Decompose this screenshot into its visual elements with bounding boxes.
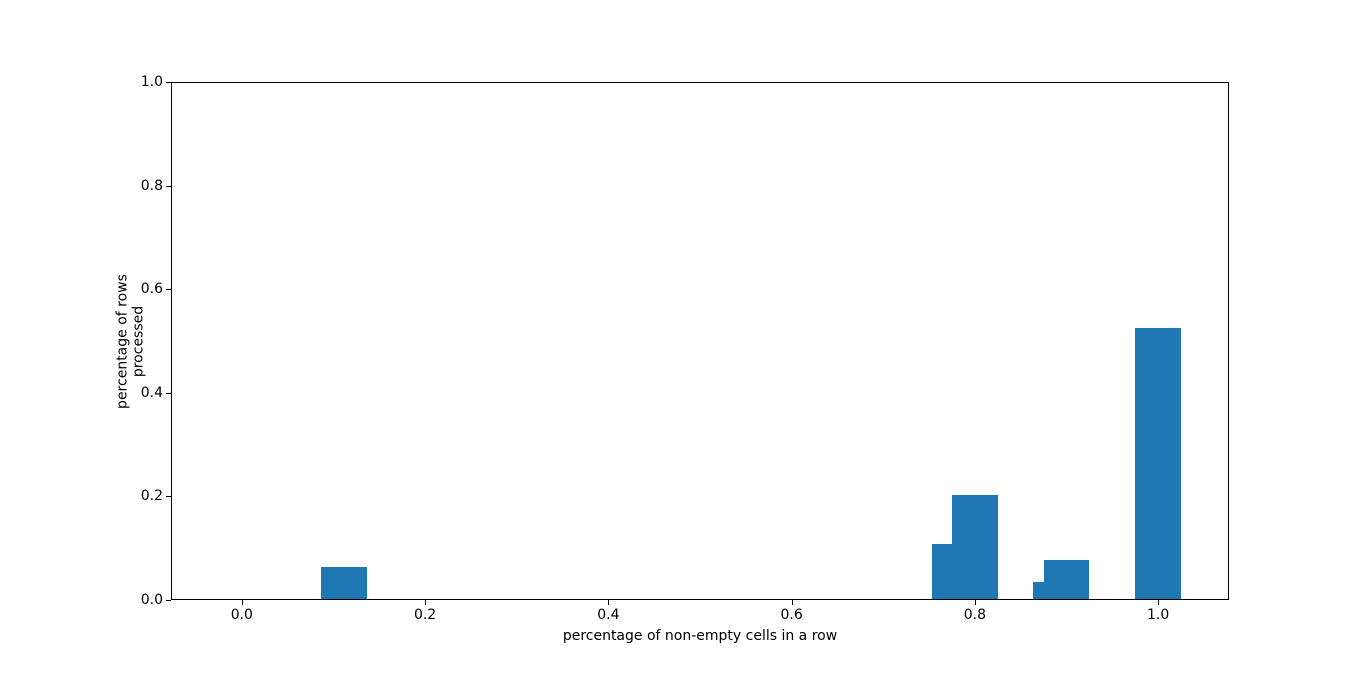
plot-area [171, 82, 1229, 600]
x-tick-mark [791, 600, 793, 605]
y-tick-label: 0.6 [140, 281, 163, 298]
y-axis-label: percentage of rows processed [114, 274, 147, 409]
y-tick-label: 1.0 [140, 74, 163, 90]
x-tick-mark [425, 600, 427, 605]
bar [1135, 327, 1182, 599]
x-tick-mark [1158, 600, 1160, 605]
x-tick-label: 0.6 [780, 607, 803, 623]
y-tick-mark [166, 185, 171, 187]
x-tick-label: 0.8 [963, 607, 987, 623]
y-tick-mark [166, 82, 171, 83]
y-tick-label: 0.8 [140, 177, 163, 194]
x-tick-label: 0.0 [230, 607, 253, 623]
y-tick-label: 0.4 [140, 384, 163, 401]
x-tick-label: 0.4 [597, 607, 620, 623]
x-tick-mark [608, 600, 610, 605]
y-tick-label: 0.0 [140, 592, 163, 608]
x-tick-mark [241, 600, 243, 605]
x-tick-mark [974, 600, 976, 605]
x-axis-label: percentage of non-empty cells in a row [562, 628, 838, 644]
bar [1043, 559, 1090, 599]
x-tick-label: 0.2 [413, 607, 437, 623]
bar [320, 566, 367, 599]
x-tick-label: 1.0 [1147, 607, 1170, 623]
y-tick-mark [166, 600, 171, 601]
y-tick-mark [166, 496, 171, 498]
bar [951, 495, 998, 599]
y-tick-label: 0.2 [140, 488, 163, 505]
y-tick-mark [166, 392, 171, 394]
y-tick-mark [166, 289, 171, 291]
